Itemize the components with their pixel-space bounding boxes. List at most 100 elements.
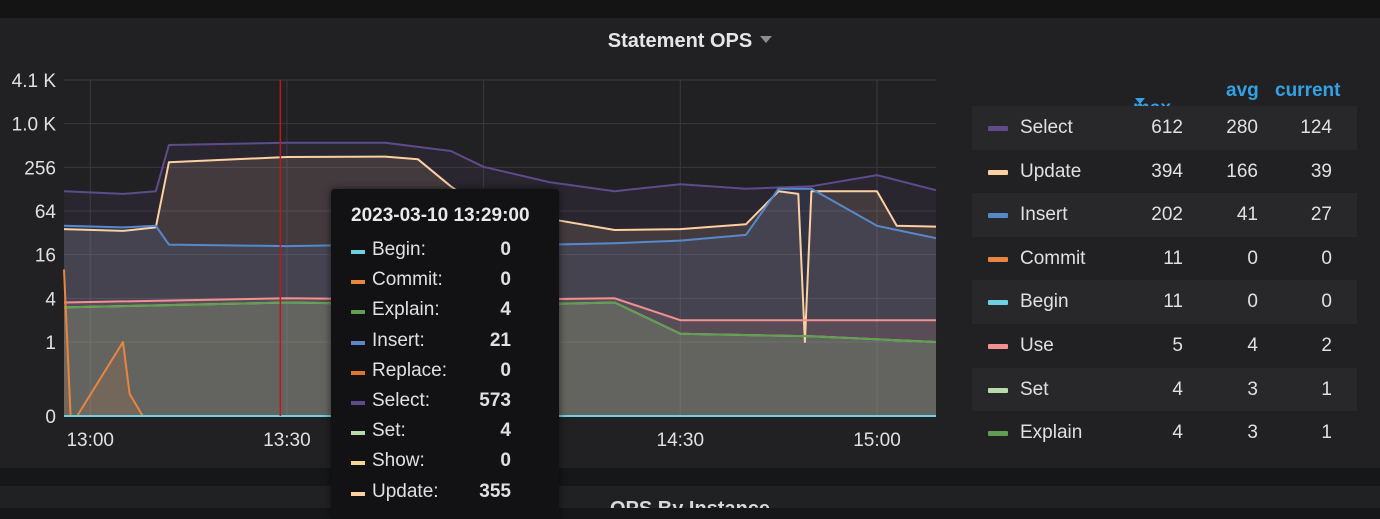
- legend-series-name[interactable]: Set: [1020, 378, 1049, 400]
- legend-current-value: 0: [1321, 247, 1332, 269]
- legend-max-value: 11: [1163, 291, 1183, 313]
- legend-series-name[interactable]: Insert: [1020, 204, 1068, 226]
- series-swatch-icon: [351, 280, 365, 285]
- legend-current-value: 0: [1321, 291, 1332, 313]
- tooltip-row-explain: Explain: 4: [351, 299, 541, 329]
- legend-max-value: 11: [1163, 247, 1183, 269]
- legend-current-value: 124: [1300, 117, 1332, 138]
- tooltip-row-update: Update: 355: [351, 481, 541, 511]
- legend-series-name[interactable]: Commit: [1020, 247, 1086, 269]
- panel-title[interactable]: Statement OPS: [560, 30, 820, 53]
- series-line-explain: [63, 301, 937, 343]
- panel-title-text: Statement OPS: [607, 30, 753, 52]
- tooltip-row-replace: Replace: 0: [351, 360, 541, 390]
- legend-max-value: 394: [1151, 160, 1183, 182]
- legend-avg-value: 4: [1247, 334, 1258, 356]
- legend-row-insert[interactable]: Insert 202 41 27: [972, 193, 1357, 237]
- legend-row-begin[interactable]: Begin 11 0 0: [972, 280, 1357, 324]
- legend-avg-value: 0: [1247, 247, 1258, 269]
- tooltip-row-set: Set: 4: [351, 420, 541, 450]
- series-swatch-icon: [351, 370, 365, 375]
- tooltip-series-name: Explain:: [372, 299, 440, 321]
- x-tick-label: 13:30: [263, 430, 311, 451]
- legend-current-value: 1: [1321, 378, 1332, 400]
- series-line-select: [63, 141, 937, 195]
- tooltip-series-value: 0: [500, 269, 511, 291]
- legend-row-set[interactable]: Set 4 3 1: [972, 367, 1357, 412]
- tooltip-series-value: 21: [489, 329, 511, 351]
- chart-legend: max avg current Select612280124Update394…: [972, 62, 1357, 455]
- y-axis-ticks: 0 1 4 16 64 256 1.0 K 4.1 K: [12, 71, 57, 428]
- tooltip-series-name: Select:: [372, 390, 431, 411]
- tooltip-series-name: Update:: [372, 480, 439, 502]
- legend-row-commit[interactable]: Commit 11 0 0: [972, 237, 1357, 281]
- legend-row-use[interactable]: Use 5 4 2: [972, 324, 1357, 368]
- series-swatch-icon: [351, 340, 365, 345]
- tooltip-row-begin: Begin: 0: [351, 239, 541, 269]
- legend-avg-value: 41: [1236, 204, 1258, 226]
- legend-row-select[interactable]: Select 612 280 124: [972, 106, 1357, 150]
- series-swatch-icon: [988, 126, 1008, 131]
- legend-current-value: 1: [1321, 422, 1332, 444]
- dropdown-caret-icon[interactable]: [760, 36, 773, 43]
- y-tick-label: 1.0 K: [12, 115, 57, 136]
- tooltip-row-commit: Commit: 0: [351, 269, 541, 299]
- chart-lines: [63, 141, 937, 417]
- legend-avg-value: 0: [1247, 291, 1258, 313]
- legend-header-avg[interactable]: avg: [1226, 80, 1259, 101]
- legend-row-explain[interactable]: Explain 4 3 1: [972, 411, 1357, 455]
- y-tick-label: 64: [35, 202, 57, 223]
- tooltip-row-show: Show: 0: [351, 450, 541, 480]
- legend-avg-value: 3: [1247, 422, 1258, 444]
- ops-by-instance-panel: OPS By Instance: [0, 486, 1380, 508]
- panel-gap: [0, 468, 1380, 486]
- legend-series-name[interactable]: Begin: [1020, 291, 1069, 313]
- legend-series-name[interactable]: Select: [1020, 117, 1073, 138]
- y-tick-label: 4.1 K: [12, 71, 57, 92]
- legend-max-value: 4: [1172, 422, 1183, 444]
- tooltip-time: 2023-03-10 13:29:00: [351, 205, 530, 226]
- tooltip-series-name: Replace:: [372, 359, 447, 381]
- top-strip: [0, 0, 1380, 18]
- legend-header: max avg current: [972, 62, 1357, 119]
- tooltip-series-value: 4: [500, 299, 511, 321]
- tooltip-series-name: Set:: [372, 420, 406, 442]
- legend-avg-value: 3: [1247, 378, 1258, 400]
- tooltip-series-value: 0: [500, 359, 511, 381]
- legend-series-name[interactable]: Use: [1020, 334, 1054, 356]
- x-tick-label: 14:30: [657, 430, 705, 451]
- x-tick-label: 15:00: [853, 430, 901, 451]
- legend-max-value: 612: [1151, 117, 1183, 138]
- series-swatch-icon: [988, 213, 1008, 219]
- series-swatch-icon: [988, 343, 1008, 349]
- series-line-update: [63, 155, 937, 343]
- series-swatch-icon: [988, 256, 1008, 262]
- legend-series-name[interactable]: Explain: [1020, 422, 1083, 444]
- tooltip-series-name: Show:: [372, 450, 425, 472]
- series-swatch-icon: [988, 300, 1008, 306]
- legend-series-name[interactable]: Update: [1020, 160, 1082, 182]
- legend-row-update[interactable]: Update 394 166 39: [972, 150, 1357, 194]
- series-swatch-icon: [988, 431, 1008, 437]
- tooltip-series-name: Insert:: [372, 329, 425, 351]
- series-swatch-icon: [351, 461, 365, 466]
- tooltip-row-insert: Insert: 21: [351, 330, 541, 360]
- panel-title[interactable]: OPS By Instance: [0, 498, 1380, 508]
- series-swatch-icon: [351, 491, 365, 496]
- tooltip-series-value: 0: [500, 239, 511, 260]
- series-swatch-icon: [351, 431, 365, 436]
- legend-max-value: 4: [1172, 378, 1183, 400]
- x-tick-label: 13:00: [66, 430, 114, 451]
- tooltip-series-value: 573: [479, 390, 511, 411]
- series-swatch-icon: [351, 250, 365, 254]
- series-swatch-icon: [988, 387, 1008, 393]
- legend-max-value: 202: [1151, 204, 1183, 226]
- y-tick-label: 0: [45, 407, 56, 428]
- legend-header-current[interactable]: current: [1275, 80, 1341, 101]
- legend-max-value: 5: [1172, 334, 1183, 356]
- legend-avg-value: 166: [1226, 160, 1258, 182]
- series-line-use: [63, 297, 936, 322]
- legend-current-value: 27: [1310, 204, 1332, 226]
- y-tick-label: 4: [45, 289, 56, 310]
- sort-desc-icon: [1135, 98, 1145, 104]
